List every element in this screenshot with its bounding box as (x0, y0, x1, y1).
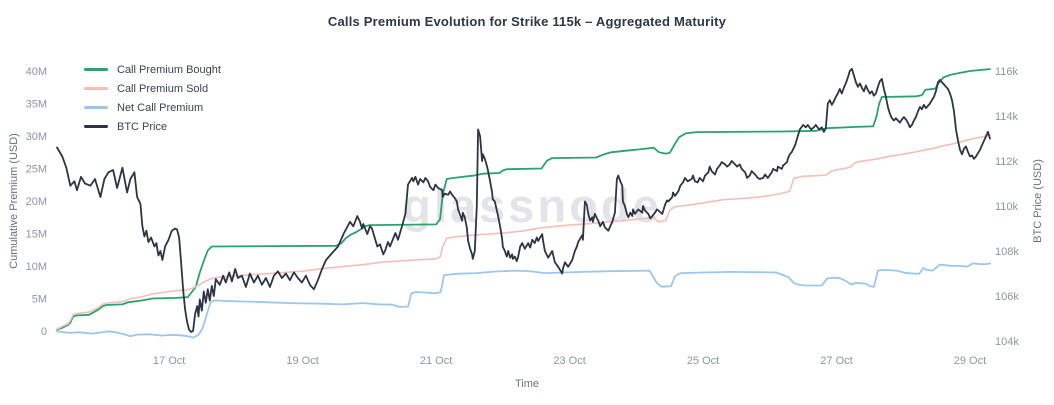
right-axis-tick-label: 116k (995, 66, 1019, 78)
x-axis-tick-label: 21 Oct (420, 355, 452, 367)
left-axis-tick-label: 0 (41, 326, 47, 338)
legend-item-call-premium-bought[interactable]: Call Premium Bought (84, 63, 221, 76)
left-axis-tick-label: 40M (26, 66, 47, 78)
x-axis-ticks: 17 Oct 19 Oct 21 Oct 23 Oct 25 Oct 27 Oct 29 O… (153, 355, 986, 367)
legend-label: Call Premium Bought (117, 63, 221, 76)
x-axis-tick-label: 27 Oct (820, 355, 852, 367)
chart-title: Calls Premium Evolution for Strike 115k … (327, 14, 727, 29)
left-axis-tick-label: 30M (26, 131, 47, 143)
legend-label: Call Premium Sold (117, 82, 209, 95)
legend-item-net-call-premium[interactable]: Net Call Premium (84, 101, 221, 114)
left-axis-title: Cumulative Premium (USD) (8, 133, 20, 269)
legend-swatch-net-call-premium (84, 106, 108, 109)
x-axis-tick-label: 19 Oct (286, 355, 318, 367)
right-axis-tick-label: 114k (995, 111, 1019, 123)
left-axis-tick-label: 5M (32, 294, 47, 306)
right-axis-ticks: 116k 114k 112k 110k 108k 106k 104k (995, 66, 1019, 348)
x-axis-tick-label: 17 Oct (153, 355, 185, 367)
x-axis-title: Time (515, 378, 539, 390)
right-axis-tick-label: 108k (995, 246, 1019, 258)
legend-swatch-btc-price (84, 125, 108, 128)
legend: Call Premium Bought Call Premium Sold Ne… (84, 63, 221, 133)
left-axis-ticks: 40M 35M 30M 25M 20M 15M 10M 5M 0 (26, 66, 47, 338)
series-line-btc-price (56, 67, 991, 333)
legend-item-call-premium-sold[interactable]: Call Premium Sold (84, 82, 221, 95)
series-line-call-premium-sold (56, 134, 991, 330)
legend-label: BTC Price (117, 120, 168, 133)
left-axis-tick-label: 20M (26, 196, 47, 208)
left-axis-tick-label: 10M (26, 261, 47, 273)
right-axis-tick-label: 106k (995, 291, 1019, 303)
series-line-call-premium-bought (56, 68, 991, 331)
right-axis-tick-label: 112k (995, 156, 1019, 168)
left-axis-tick-label: 15M (26, 229, 47, 241)
legend-item-btc-price[interactable]: BTC Price (84, 120, 221, 133)
legend-label: Net Call Premium (117, 101, 204, 114)
left-axis-tick-label: 25M (26, 164, 47, 176)
right-axis-tick-label: 104k (995, 336, 1019, 348)
right-axis-title: BTC Price (USD) (1032, 159, 1044, 243)
series-lines (56, 67, 991, 339)
left-axis-tick-label: 35M (26, 99, 47, 111)
right-axis-tick-label: 110k (995, 201, 1019, 213)
series-line-net-call-premium (56, 262, 991, 339)
legend-swatch-call-premium-bought (84, 68, 108, 71)
legend-swatch-call-premium-sold (84, 87, 108, 90)
x-axis-tick-label: 29 Oct (954, 355, 986, 367)
x-axis-tick-label: 23 Oct (553, 355, 585, 367)
x-axis-tick-label: 25 Oct (687, 355, 719, 367)
